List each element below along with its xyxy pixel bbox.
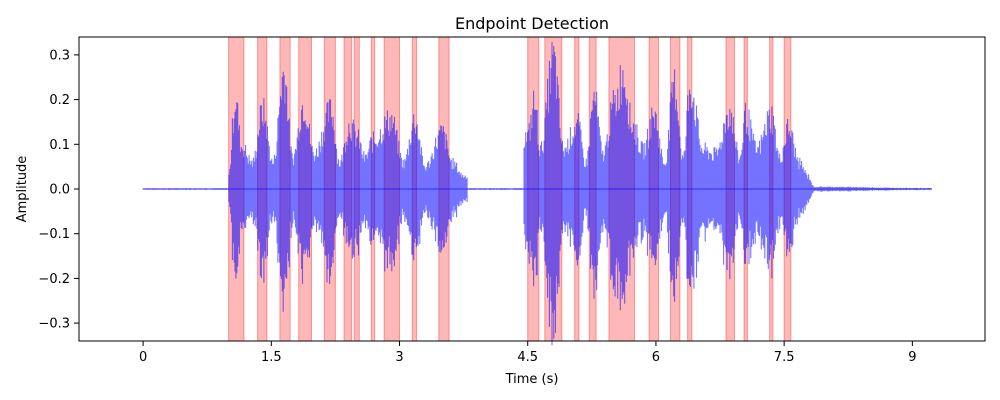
x-axis-label: Time (s) <box>505 372 559 387</box>
y-tick-label: 0.1 <box>49 138 70 153</box>
y-tick-label: −0.1 <box>38 227 70 242</box>
y-tick-label: −0.3 <box>38 317 70 332</box>
x-tick-label: 0 <box>139 350 147 365</box>
y-tick-label: 0.2 <box>49 93 70 108</box>
y-axis-ticks: −0.3 −0.2 −0.1 0.0 0.1 0.2 0.3 <box>38 48 79 332</box>
y-tick-label: 0.3 <box>49 48 70 63</box>
x-axis-ticks: 0 1.5 3 4.5 6 7.5 9 <box>139 341 916 365</box>
y-axis-label: Amplitude <box>15 156 30 223</box>
y-tick-label: −0.2 <box>38 272 70 287</box>
x-tick-label: 6 <box>652 350 660 365</box>
x-tick-label: 9 <box>908 350 916 365</box>
y-tick-label: 0.0 <box>49 183 70 198</box>
waveform <box>142 42 932 346</box>
x-tick-label: 4.5 <box>517 350 538 365</box>
chart-title: Endpoint Detection <box>455 14 609 33</box>
x-tick-label: 7.5 <box>774 350 795 365</box>
x-tick-label: 3 <box>395 350 403 365</box>
x-tick-label: 1.5 <box>261 350 282 365</box>
